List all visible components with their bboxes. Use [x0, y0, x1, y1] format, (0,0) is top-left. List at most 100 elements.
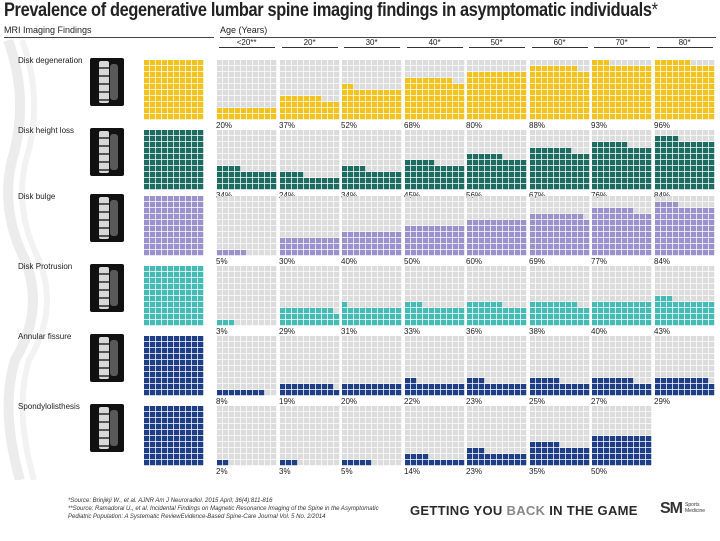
empty-cell — [342, 142, 348, 148]
filled-cell — [174, 348, 180, 354]
empty-cell — [411, 136, 417, 142]
filled-cell — [429, 96, 435, 102]
filled-cell — [566, 314, 572, 320]
filled-cell — [491, 114, 497, 120]
filled-cell — [491, 314, 497, 320]
empty-cell — [229, 266, 235, 272]
empty-cell — [298, 60, 304, 66]
empty-cell — [265, 448, 271, 454]
filled-cell — [560, 78, 566, 84]
empty-cell — [411, 130, 417, 136]
empty-cell — [396, 448, 402, 454]
empty-cell — [584, 60, 590, 66]
empty-cell — [217, 302, 223, 308]
empty-cell — [542, 366, 548, 372]
filled-cell — [592, 302, 598, 308]
filled-cell — [328, 250, 334, 256]
filled-cell — [485, 250, 491, 256]
filled-cell — [435, 172, 441, 178]
empty-cell — [560, 130, 566, 136]
empty-cell — [241, 302, 247, 308]
filled-cell — [530, 96, 536, 102]
filled-cell — [441, 320, 447, 326]
filled-cell — [703, 320, 709, 326]
empty-cell — [259, 424, 265, 430]
filled-cell — [253, 390, 259, 396]
filled-cell — [598, 314, 604, 320]
filled-cell — [144, 130, 150, 136]
empty-cell — [390, 66, 396, 72]
filled-cell — [509, 108, 515, 114]
empty-cell — [390, 278, 396, 284]
filled-cell — [162, 208, 168, 214]
filled-cell — [691, 378, 697, 384]
empty-cell — [390, 460, 396, 466]
empty-cell — [304, 424, 310, 430]
filled-cell — [435, 178, 441, 184]
filled-cell — [634, 102, 640, 108]
empty-cell — [584, 266, 590, 272]
empty-cell — [247, 454, 253, 460]
empty-cell — [491, 130, 497, 136]
filled-cell — [162, 226, 168, 232]
filled-cell — [253, 114, 259, 120]
empty-cell — [447, 202, 453, 208]
filled-cell — [292, 172, 298, 178]
filled-cell — [447, 96, 453, 102]
filled-cell — [491, 250, 497, 256]
filled-cell — [417, 302, 423, 308]
empty-cell — [610, 342, 616, 348]
filled-cell — [521, 384, 527, 390]
empty-cell — [366, 84, 372, 90]
filled-cell — [150, 448, 156, 454]
filled-cell — [554, 102, 560, 108]
filled-cell — [162, 412, 168, 418]
empty-cell — [265, 96, 271, 102]
empty-cell — [280, 354, 286, 360]
filled-cell — [497, 78, 503, 84]
filled-cell — [150, 296, 156, 302]
empty-cell — [453, 296, 459, 302]
empty-cell — [634, 130, 640, 136]
filled-cell — [622, 72, 628, 78]
filled-cell — [655, 244, 661, 250]
filled-cell — [703, 72, 709, 78]
filled-cell — [286, 314, 292, 320]
empty-cell — [366, 424, 372, 430]
filled-cell — [150, 250, 156, 256]
empty-cell — [271, 90, 277, 96]
filled-cell — [640, 166, 646, 172]
empty-cell — [310, 142, 316, 148]
empty-cell — [342, 202, 348, 208]
filled-cell — [156, 108, 162, 114]
filled-cell — [622, 114, 628, 120]
empty-cell — [328, 296, 334, 302]
filled-cell — [192, 266, 198, 272]
filled-cell — [610, 390, 616, 396]
empty-cell — [423, 360, 429, 366]
empty-cell — [584, 336, 590, 342]
empty-cell — [286, 202, 292, 208]
filled-cell — [530, 166, 536, 172]
empty-cell — [223, 406, 229, 412]
filled-cell — [174, 460, 180, 466]
filled-cell — [622, 238, 628, 244]
filled-cell — [646, 244, 652, 250]
filled-cell — [186, 424, 192, 430]
filled-cell — [622, 166, 628, 172]
filled-cell — [180, 136, 186, 142]
filled-cell — [584, 250, 590, 256]
empty-cell — [328, 148, 334, 154]
filled-cell — [384, 250, 390, 256]
filled-cell — [229, 108, 235, 114]
empty-cell — [334, 78, 340, 84]
empty-cell — [298, 214, 304, 220]
empty-cell — [396, 220, 402, 226]
empty-cell — [441, 272, 447, 278]
empty-cell — [328, 66, 334, 72]
percent-label: 34% — [341, 191, 358, 201]
filled-cell — [235, 108, 241, 114]
empty-cell — [592, 372, 598, 378]
filled-cell — [491, 232, 497, 238]
filled-cell — [542, 178, 548, 184]
